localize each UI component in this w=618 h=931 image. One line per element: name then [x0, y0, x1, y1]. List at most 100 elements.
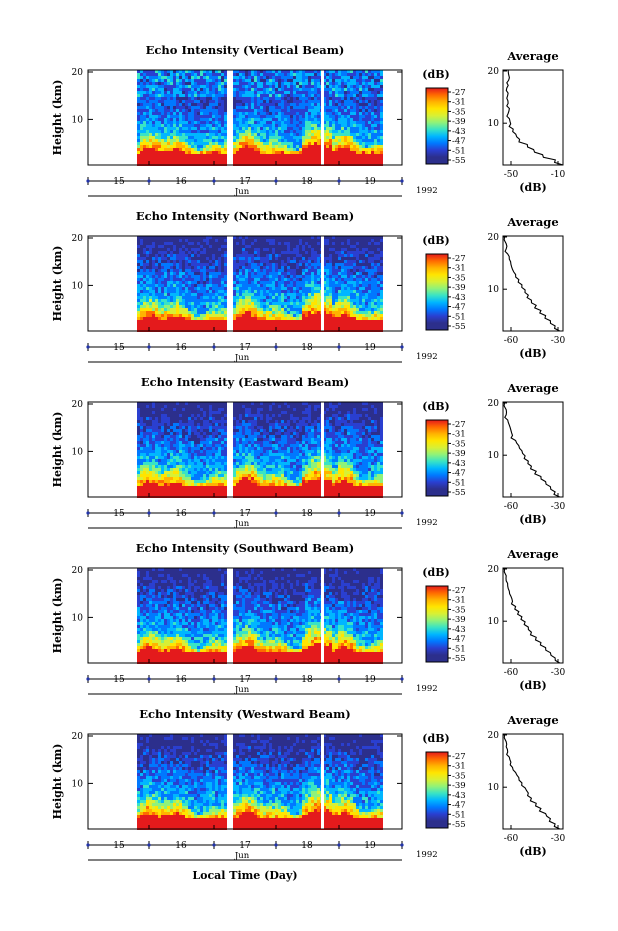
x-year-label: 1992 — [416, 186, 438, 196]
profile-y-tick: 10 — [488, 119, 500, 129]
profile-frame — [502, 235, 564, 332]
colorbar-tick: -55 — [452, 654, 466, 664]
colorbar-tick: -43 — [452, 459, 466, 469]
profile-line — [503, 567, 561, 664]
colorbar-tick: -39 — [452, 615, 466, 625]
x-year-label: 1992 — [416, 850, 438, 860]
profile-x-tick: -30 — [551, 668, 566, 678]
profile-y-tick: 10 — [488, 285, 500, 295]
colorbar-tick: -55 — [452, 488, 466, 498]
plot-frame — [87, 567, 403, 664]
colorbar-tick: -47 — [452, 801, 466, 811]
x-tick-label: 19 — [364, 841, 376, 851]
colorbar-tick: -35 — [452, 771, 466, 781]
x-month-label: Jun — [234, 187, 250, 197]
x-tick-label: 17 — [239, 343, 251, 353]
colorbar-tick: -27 — [452, 254, 466, 264]
profile-xlabel: (dB) — [519, 347, 546, 360]
colorbar-unit: (dB) — [422, 400, 449, 413]
profile-title: Average — [506, 49, 558, 63]
colorbar-unit: (dB) — [422, 732, 449, 745]
x-tick-label: 18 — [301, 177, 313, 187]
colorbar-tick: -47 — [452, 469, 466, 479]
colorbar — [425, 585, 449, 663]
plot-frame — [87, 69, 403, 166]
profile-xlabel: (dB) — [519, 679, 546, 692]
profile-x-tick: -30 — [551, 502, 566, 512]
x-year-label: 1992 — [416, 684, 438, 694]
colorbar-tick: -55 — [452, 820, 466, 830]
colorbar-tick: -39 — [452, 283, 466, 293]
colorbar-tick: -27 — [452, 420, 466, 430]
y-tick-label: 10 — [72, 115, 84, 125]
y-axis-label: Height (km) — [51, 80, 64, 156]
colorbar-tick: -51 — [452, 312, 466, 322]
chart-panel-2: Echo Intensity (Northward Beam) 20 10 Heigh… — [51, 209, 566, 363]
profile-title: Average — [506, 713, 558, 727]
profile-title: Average — [506, 215, 558, 229]
profile-frame — [502, 69, 564, 166]
x-tick-label: 18 — [301, 343, 313, 353]
heatmap — [137, 236, 383, 332]
profile-xlabel: (dB) — [519, 845, 546, 858]
x-tick-label: 16 — [175, 675, 187, 685]
y-axis-label: Height (km) — [51, 412, 64, 488]
heatmap — [137, 70, 383, 166]
y-tick-label: 10 — [72, 613, 84, 623]
profile-title: Average — [506, 381, 558, 395]
profile-y-tick: 10 — [488, 783, 500, 793]
panel-title: Echo Intensity (Eastward Beam) — [141, 375, 349, 389]
x-year-label: 1992 — [416, 352, 438, 362]
profile-frame — [502, 567, 564, 664]
panel-title: Echo Intensity (Southward Beam) — [136, 541, 354, 555]
colorbar-unit: (dB) — [422, 68, 449, 81]
plot-frame — [87, 235, 403, 332]
x-month-label: Jun — [234, 519, 250, 529]
x-year-label: 1992 — [416, 518, 438, 528]
y-tick-label: 20 — [72, 400, 84, 410]
colorbar-tick: -31 — [452, 264, 466, 274]
x-tick-label: 18 — [301, 675, 313, 685]
profile-x-tick: -60 — [504, 502, 519, 512]
profile-y-tick: 20 — [488, 67, 500, 77]
x-tick-label: 19 — [364, 509, 376, 519]
x-month-label: Jun — [234, 685, 250, 695]
y-axis-label: Height (km) — [51, 744, 64, 820]
colorbar — [425, 253, 449, 331]
x-tick-label: 15 — [113, 343, 125, 353]
x-tick-label: 19 — [364, 343, 376, 353]
x-tick-label: 16 — [175, 177, 187, 187]
colorbar — [425, 87, 449, 165]
plot-frame — [87, 733, 403, 830]
y-tick-label: 20 — [72, 566, 84, 576]
colorbar-tick: -39 — [452, 449, 466, 459]
y-tick-label: 10 — [72, 281, 84, 291]
profile-xlabel: (dB) — [519, 513, 546, 526]
colorbar-tick: -27 — [452, 586, 466, 596]
profile-y-tick: 20 — [488, 399, 500, 409]
profile-x-tick: -30 — [551, 336, 566, 346]
colorbar-tick: -51 — [452, 478, 466, 488]
x-tick-label: 15 — [113, 509, 125, 519]
colorbar-tick: -27 — [452, 88, 466, 98]
x-tick-label: 17 — [239, 841, 251, 851]
colorbar-tick: -35 — [452, 439, 466, 449]
colorbar-tick: -47 — [452, 635, 466, 645]
colorbar-tick: -39 — [452, 117, 466, 127]
chart-panel-4: Echo Intensity (Southward Beam) 20 10 Heigh… — [51, 541, 566, 695]
x-tick-label: 15 — [113, 675, 125, 685]
profile-x-tick: -30 — [551, 834, 566, 844]
y-tick-label: 10 — [72, 779, 84, 789]
panel-title: Echo Intensity (Northward Beam) — [136, 209, 354, 223]
colorbar-tick: -55 — [452, 322, 466, 332]
colorbar-tick: -43 — [452, 127, 466, 137]
colorbar-tick: -51 — [452, 810, 466, 820]
x-tick-label: 15 — [113, 177, 125, 187]
x-tick-label: 17 — [239, 177, 251, 187]
colorbar — [425, 419, 449, 497]
colorbar-tick: -43 — [452, 293, 466, 303]
colorbar-unit: (dB) — [422, 566, 449, 579]
profile-x-tick: -50 — [504, 170, 519, 180]
profile-x-tick: -60 — [504, 668, 519, 678]
